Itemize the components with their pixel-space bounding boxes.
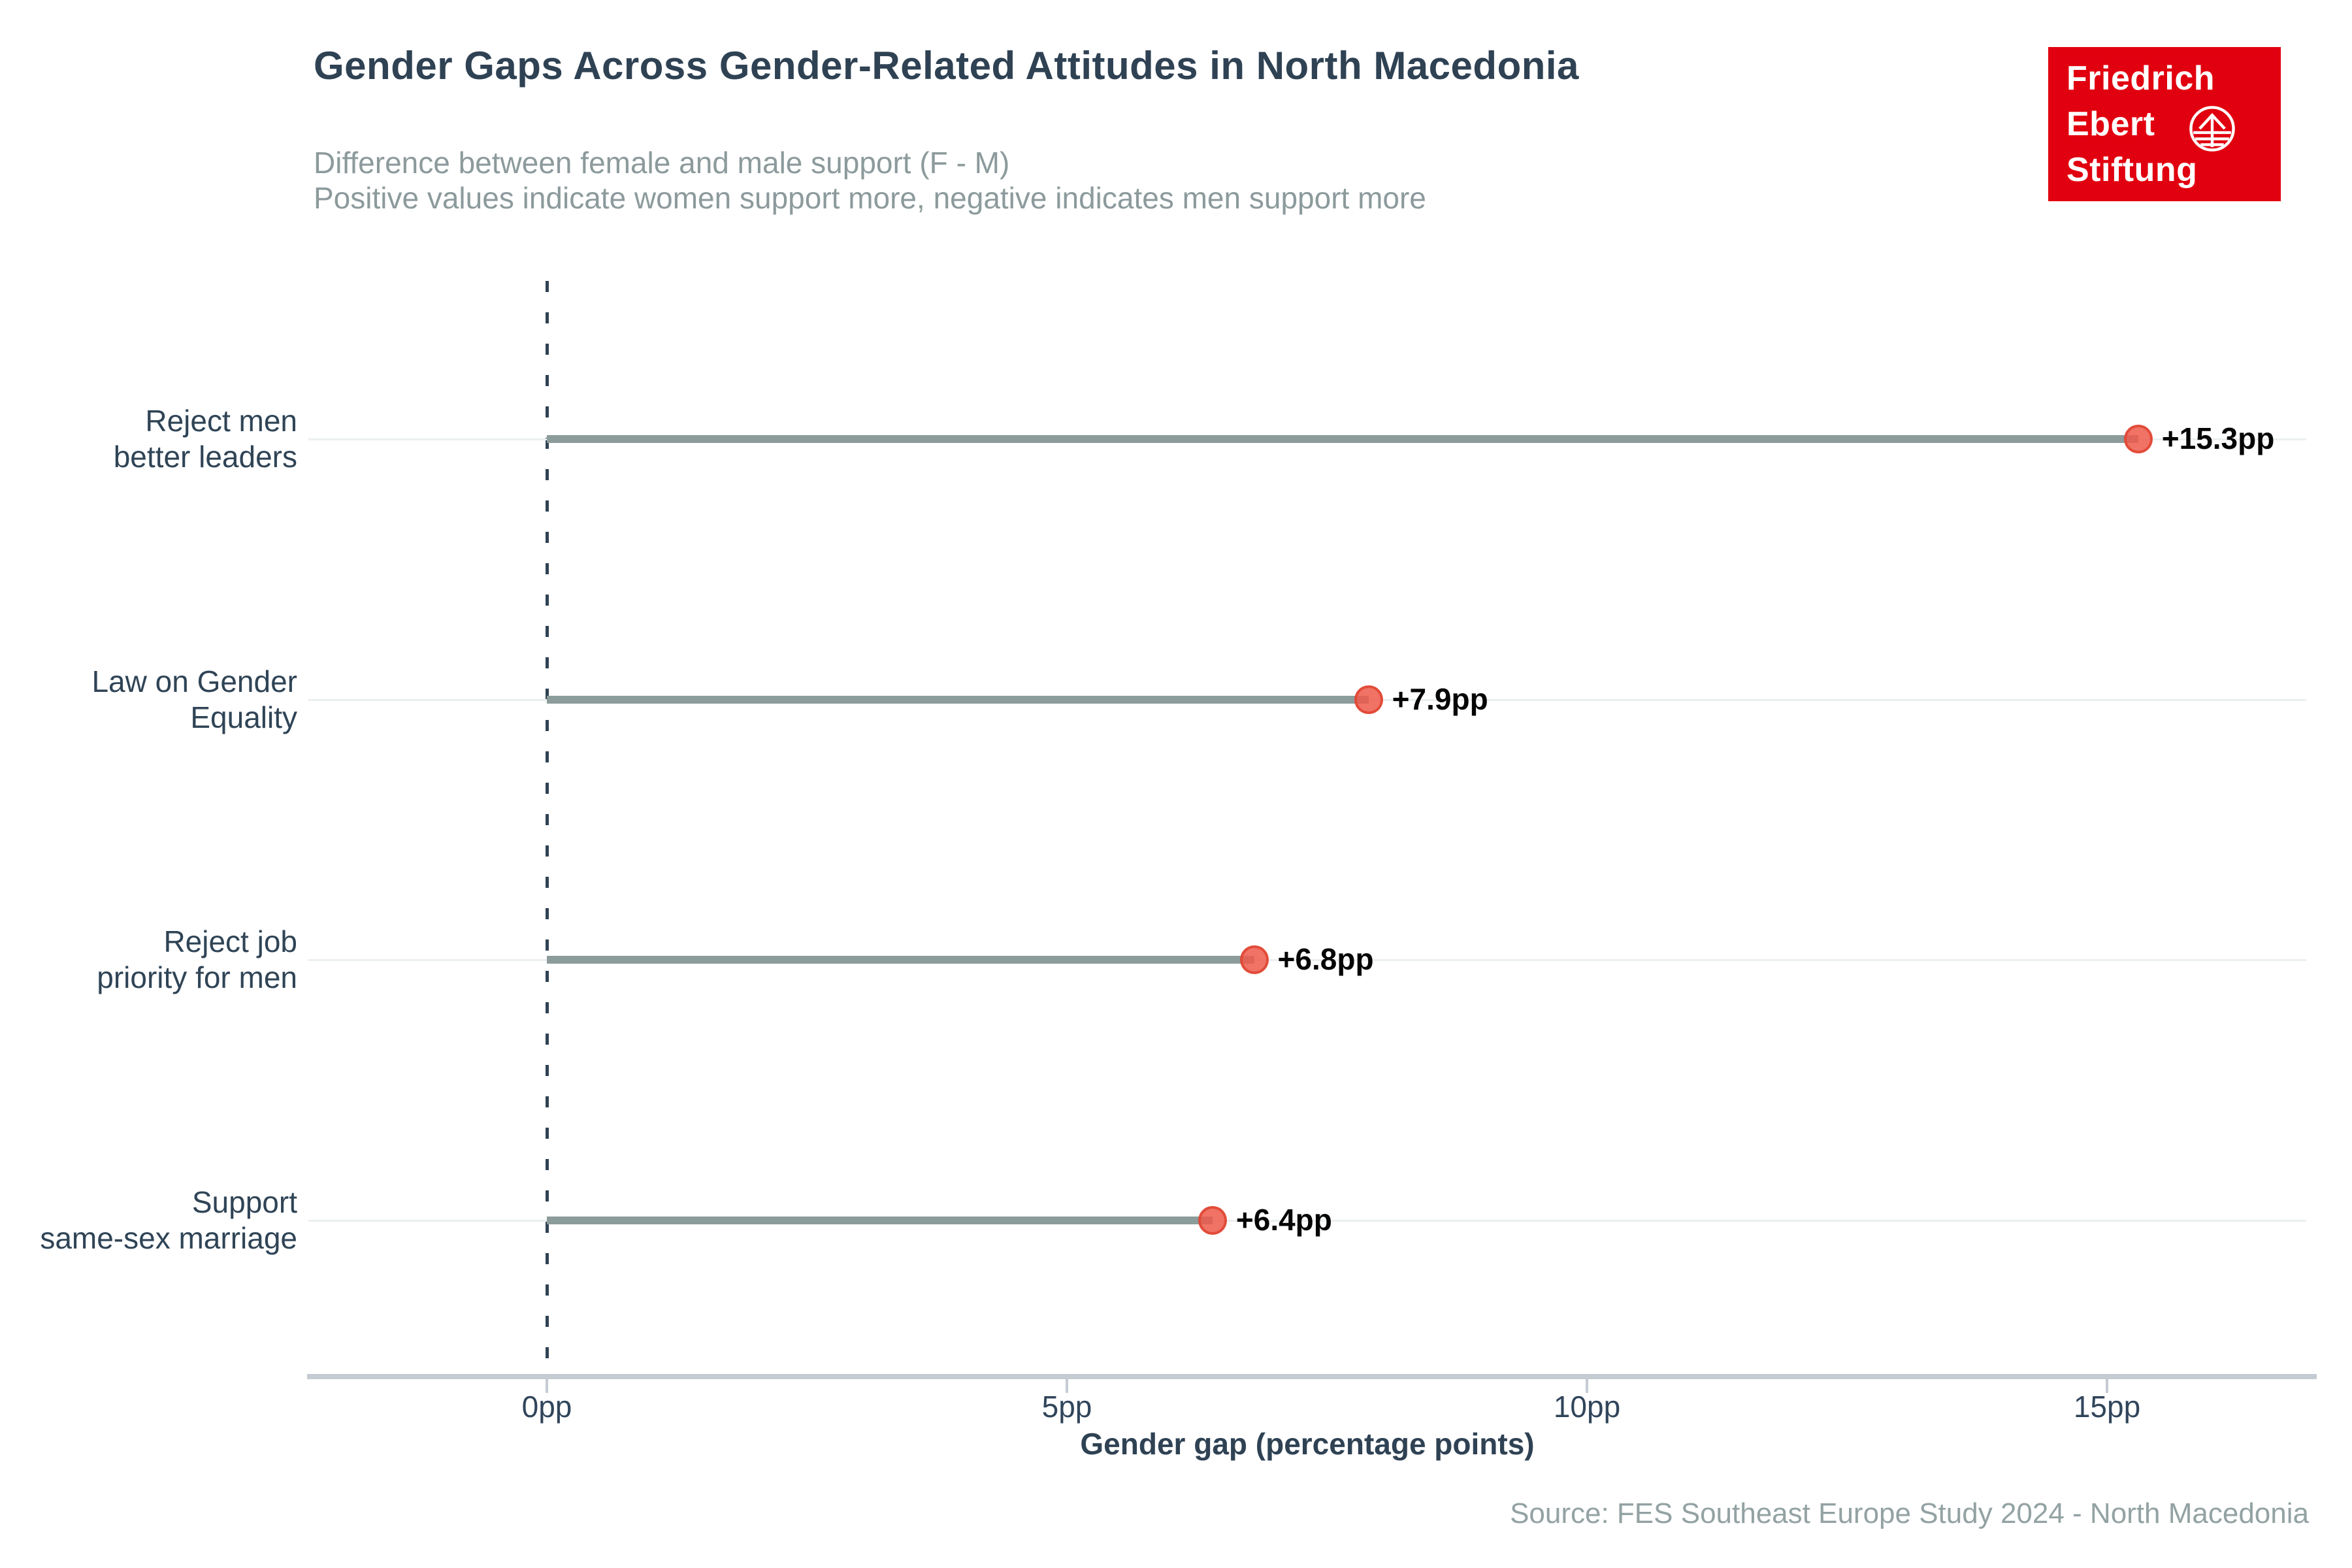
zero-baseline (546, 281, 549, 1377)
data-point-dot (1198, 1206, 1227, 1235)
fes-logo-line-2: Ebert (2066, 105, 2155, 143)
category-label: Reject men better leaders (36, 403, 297, 475)
fes-logo-line-1: Friedrich (2066, 59, 2215, 97)
globe-arrow-icon (2189, 106, 2235, 152)
category-label-line: Support (191, 1185, 297, 1220)
x-axis-tick-label: 5pp (1041, 1390, 1092, 1424)
data-point-dot (2123, 425, 2153, 453)
page-title: Gender Gaps Across Gender-Related Attitu… (314, 44, 1579, 88)
category-label-line: same-sex marriage (40, 1221, 297, 1256)
value-label: +7.9pp (1392, 681, 1488, 716)
category-label-line: Law on Gender (91, 664, 297, 698)
x-axis-line (307, 1374, 2317, 1379)
category-label-line: Reject men (145, 404, 297, 438)
x-axis-title: Gender gap (percentage points) (1080, 1427, 1535, 1461)
data-point-dot (1239, 945, 1269, 975)
category-label-line: Reject job (163, 924, 297, 959)
x-axis-tick (1066, 1379, 1068, 1393)
category-label: Reject job priority for men (36, 924, 297, 996)
x-axis-tick (2106, 1379, 2108, 1393)
subtitle-line-2: Positive values indicate women support m… (314, 181, 1426, 215)
x-axis-tick-label: 0pp (521, 1390, 572, 1424)
data-point-dot (1354, 685, 1383, 714)
category-label: Support same-sex marriage (36, 1184, 297, 1256)
lollipop-stem (547, 1217, 1213, 1225)
category-label-line: better leaders (113, 440, 297, 474)
lollipop-stem (547, 435, 2138, 443)
row-gridline (308, 1220, 2306, 1222)
category-label-line: Equality (190, 700, 297, 734)
category-label: Law on Gender Equality (36, 664, 297, 736)
fes-logo-line-3: Stiftung (2066, 151, 2198, 189)
fes-logo: Friedrich Ebert Stiftung (2048, 47, 2281, 201)
x-axis-tick (546, 1379, 548, 1393)
lollipop-stem (547, 956, 1254, 964)
lollipop-stem (547, 695, 1369, 704)
value-label: +6.4pp (1235, 1203, 1332, 1237)
value-label: +6.8pp (1277, 942, 1374, 977)
subtitle-line-1: Difference between female and male suppo… (314, 146, 1010, 180)
source-note: Source: FES Southeast Europe Study 2024 … (1510, 1497, 2309, 1529)
x-axis-tick (1586, 1379, 1588, 1393)
category-label-line: priority for men (97, 960, 297, 995)
value-label: +15.3pp (2161, 421, 2275, 455)
row-gridline (308, 959, 2306, 962)
x-axis-tick-label: 10pp (1553, 1390, 1621, 1424)
x-axis-tick-label: 15pp (2073, 1390, 2141, 1424)
